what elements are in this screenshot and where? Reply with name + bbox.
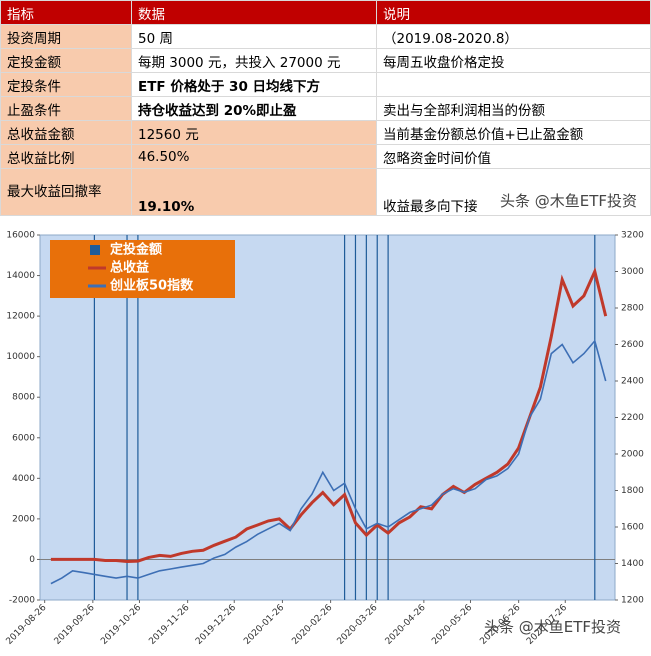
x-tick-label: 2019-10-26 — [99, 603, 143, 647]
table-cell: 总收益比例 — [0, 144, 132, 169]
x-tick-label: 2020-01-26 — [242, 603, 286, 647]
y-tick-label: 12000 — [6, 312, 35, 322]
x-tick-label: 2020-04-26 — [384, 603, 428, 647]
table-cell: 每周五收盘价格定投 — [376, 48, 651, 73]
legend-box — [50, 240, 235, 298]
table-cell: （2019.08-2020.8） — [376, 24, 651, 49]
x-tick-label: 2019-12-26 — [194, 603, 238, 647]
x-tick-label: 2020-02-26 — [290, 603, 334, 647]
watermark: 头条 @木鱼ETF投资 — [500, 192, 638, 210]
table-cell: 定投条件 — [0, 72, 132, 97]
y-tick-label: 2000 — [12, 514, 35, 524]
y2-tick-label: 3200 — [621, 231, 644, 241]
table-cell: 50 周 — [131, 24, 377, 49]
table-cell: 忽略资金时间价值 — [376, 144, 651, 169]
table-cell: 总收益金额 — [0, 120, 132, 145]
y-tick-label: 0 — [29, 555, 35, 565]
y-tick-label: 6000 — [12, 433, 35, 443]
y2-tick-label: 2000 — [621, 450, 644, 460]
invest-bar — [387, 235, 389, 600]
x-tick-label: 2020-03-26 — [336, 603, 380, 647]
y2-tick-label: 1400 — [621, 559, 644, 569]
table-cell: 投资周期 — [0, 24, 132, 49]
table-row: 总收益金额 12560 元当前基金份额总价值+已止盈金额 — [0, 120, 651, 145]
table-row: 最大收益回撤率 19.10% 收益最多向下接 — [0, 168, 651, 216]
header-row: 指标 数据 说明 — [0, 0, 651, 25]
y2-tick-label: 2200 — [621, 413, 644, 423]
table-cell: ETF 价格处于 30 日均线下方 — [131, 72, 377, 97]
invest-bar — [354, 235, 357, 600]
series-line — [50, 266, 608, 564]
y-tick-label: 4000 — [12, 474, 35, 484]
header-cell: 数据 — [131, 0, 377, 25]
invest-bar — [137, 235, 139, 600]
y2-tick-label: 2600 — [621, 340, 644, 350]
legend-label: 定投金额 — [109, 242, 162, 258]
table-cell: 定投金额 — [0, 48, 132, 73]
header-cell: 说明 — [376, 0, 651, 25]
table-cell — [376, 72, 651, 97]
table-cell: 19.10% — [131, 168, 377, 216]
table-row: 止盈条件 持仓收益达到 20%即止盈 卖出与全部利润相当的份额 — [0, 96, 651, 121]
table-cell: 46.50% — [131, 144, 377, 169]
table-row: 投资周期 50 周（2019.08-2020.8） — [0, 24, 651, 49]
invest-bar — [365, 235, 367, 600]
series-line — [50, 339, 607, 585]
x-tick-label: 2019-09-26 — [53, 603, 97, 647]
table-row: 定投金额 每期 3000 元，共投入 27000 元每周五收盘价格定投 — [0, 48, 651, 73]
invest-bar — [594, 235, 596, 600]
header-cell: 指标 — [0, 0, 132, 25]
table-cell: 最大收益回撤率 — [0, 168, 132, 216]
chart: -2000 0 2000 4000 6000 8000 10000 12000 14000 160… — [4, 231, 644, 647]
y2-tick-label: 1600 — [621, 523, 644, 533]
y2-tick-label: 1200 — [621, 596, 644, 606]
table-cell: 12560 元 — [131, 120, 377, 145]
y2-tick-label: 2800 — [621, 304, 644, 314]
invest-bar — [93, 235, 95, 600]
invest-bar — [126, 235, 128, 600]
table-cell: 卖出与全部利润相当的份额 — [376, 96, 651, 121]
y-tick-label: 14000 — [6, 271, 35, 281]
y-tick-label: -2000 — [9, 596, 35, 606]
y2-tick-label: 1800 — [621, 486, 644, 496]
y2-tick-label: 3000 — [621, 267, 644, 277]
legend-label: 创业板50指数 — [109, 278, 194, 294]
x-tick-label: 2020-05-26 — [430, 603, 474, 647]
table-row: 定投条件 ETF 价格处于 30 日均线下方 — [0, 72, 651, 97]
table-cell: 每期 3000 元，共投入 27000 元 — [131, 48, 377, 73]
table-cell: 收益最多向下接 — [376, 168, 651, 216]
y-tick-label: 16000 — [6, 231, 35, 241]
x-tick-label: 2019-08-26 — [4, 603, 48, 647]
x-tick-label: 2019-11-26 — [147, 603, 191, 647]
table-cell: 当前基金份额总价值+已止盈金额 — [376, 120, 651, 145]
invest-bar — [376, 235, 378, 600]
summary-table: 指标 数据 说明 投资周期 50 周（2019.08-2020.8） 定投金额 每期 300… — [0, 0, 651, 216]
legend-swatch — [90, 245, 100, 255]
table-row: 总收益比例 46.50% 忽略资金时间价值 — [0, 144, 651, 169]
y-tick-label: 8000 — [12, 393, 35, 403]
table-cell: 持仓收益达到 20%即止盈 — [131, 96, 377, 121]
watermark: 头条 @木鱼ETF投资 — [484, 618, 622, 636]
legend-label: 总收益 — [110, 260, 149, 276]
y2-tick-label: 2400 — [621, 377, 644, 387]
invest-bar — [343, 235, 346, 600]
table-cell: 止盈条件 — [0, 96, 132, 121]
y-tick-label: 10000 — [6, 352, 35, 362]
